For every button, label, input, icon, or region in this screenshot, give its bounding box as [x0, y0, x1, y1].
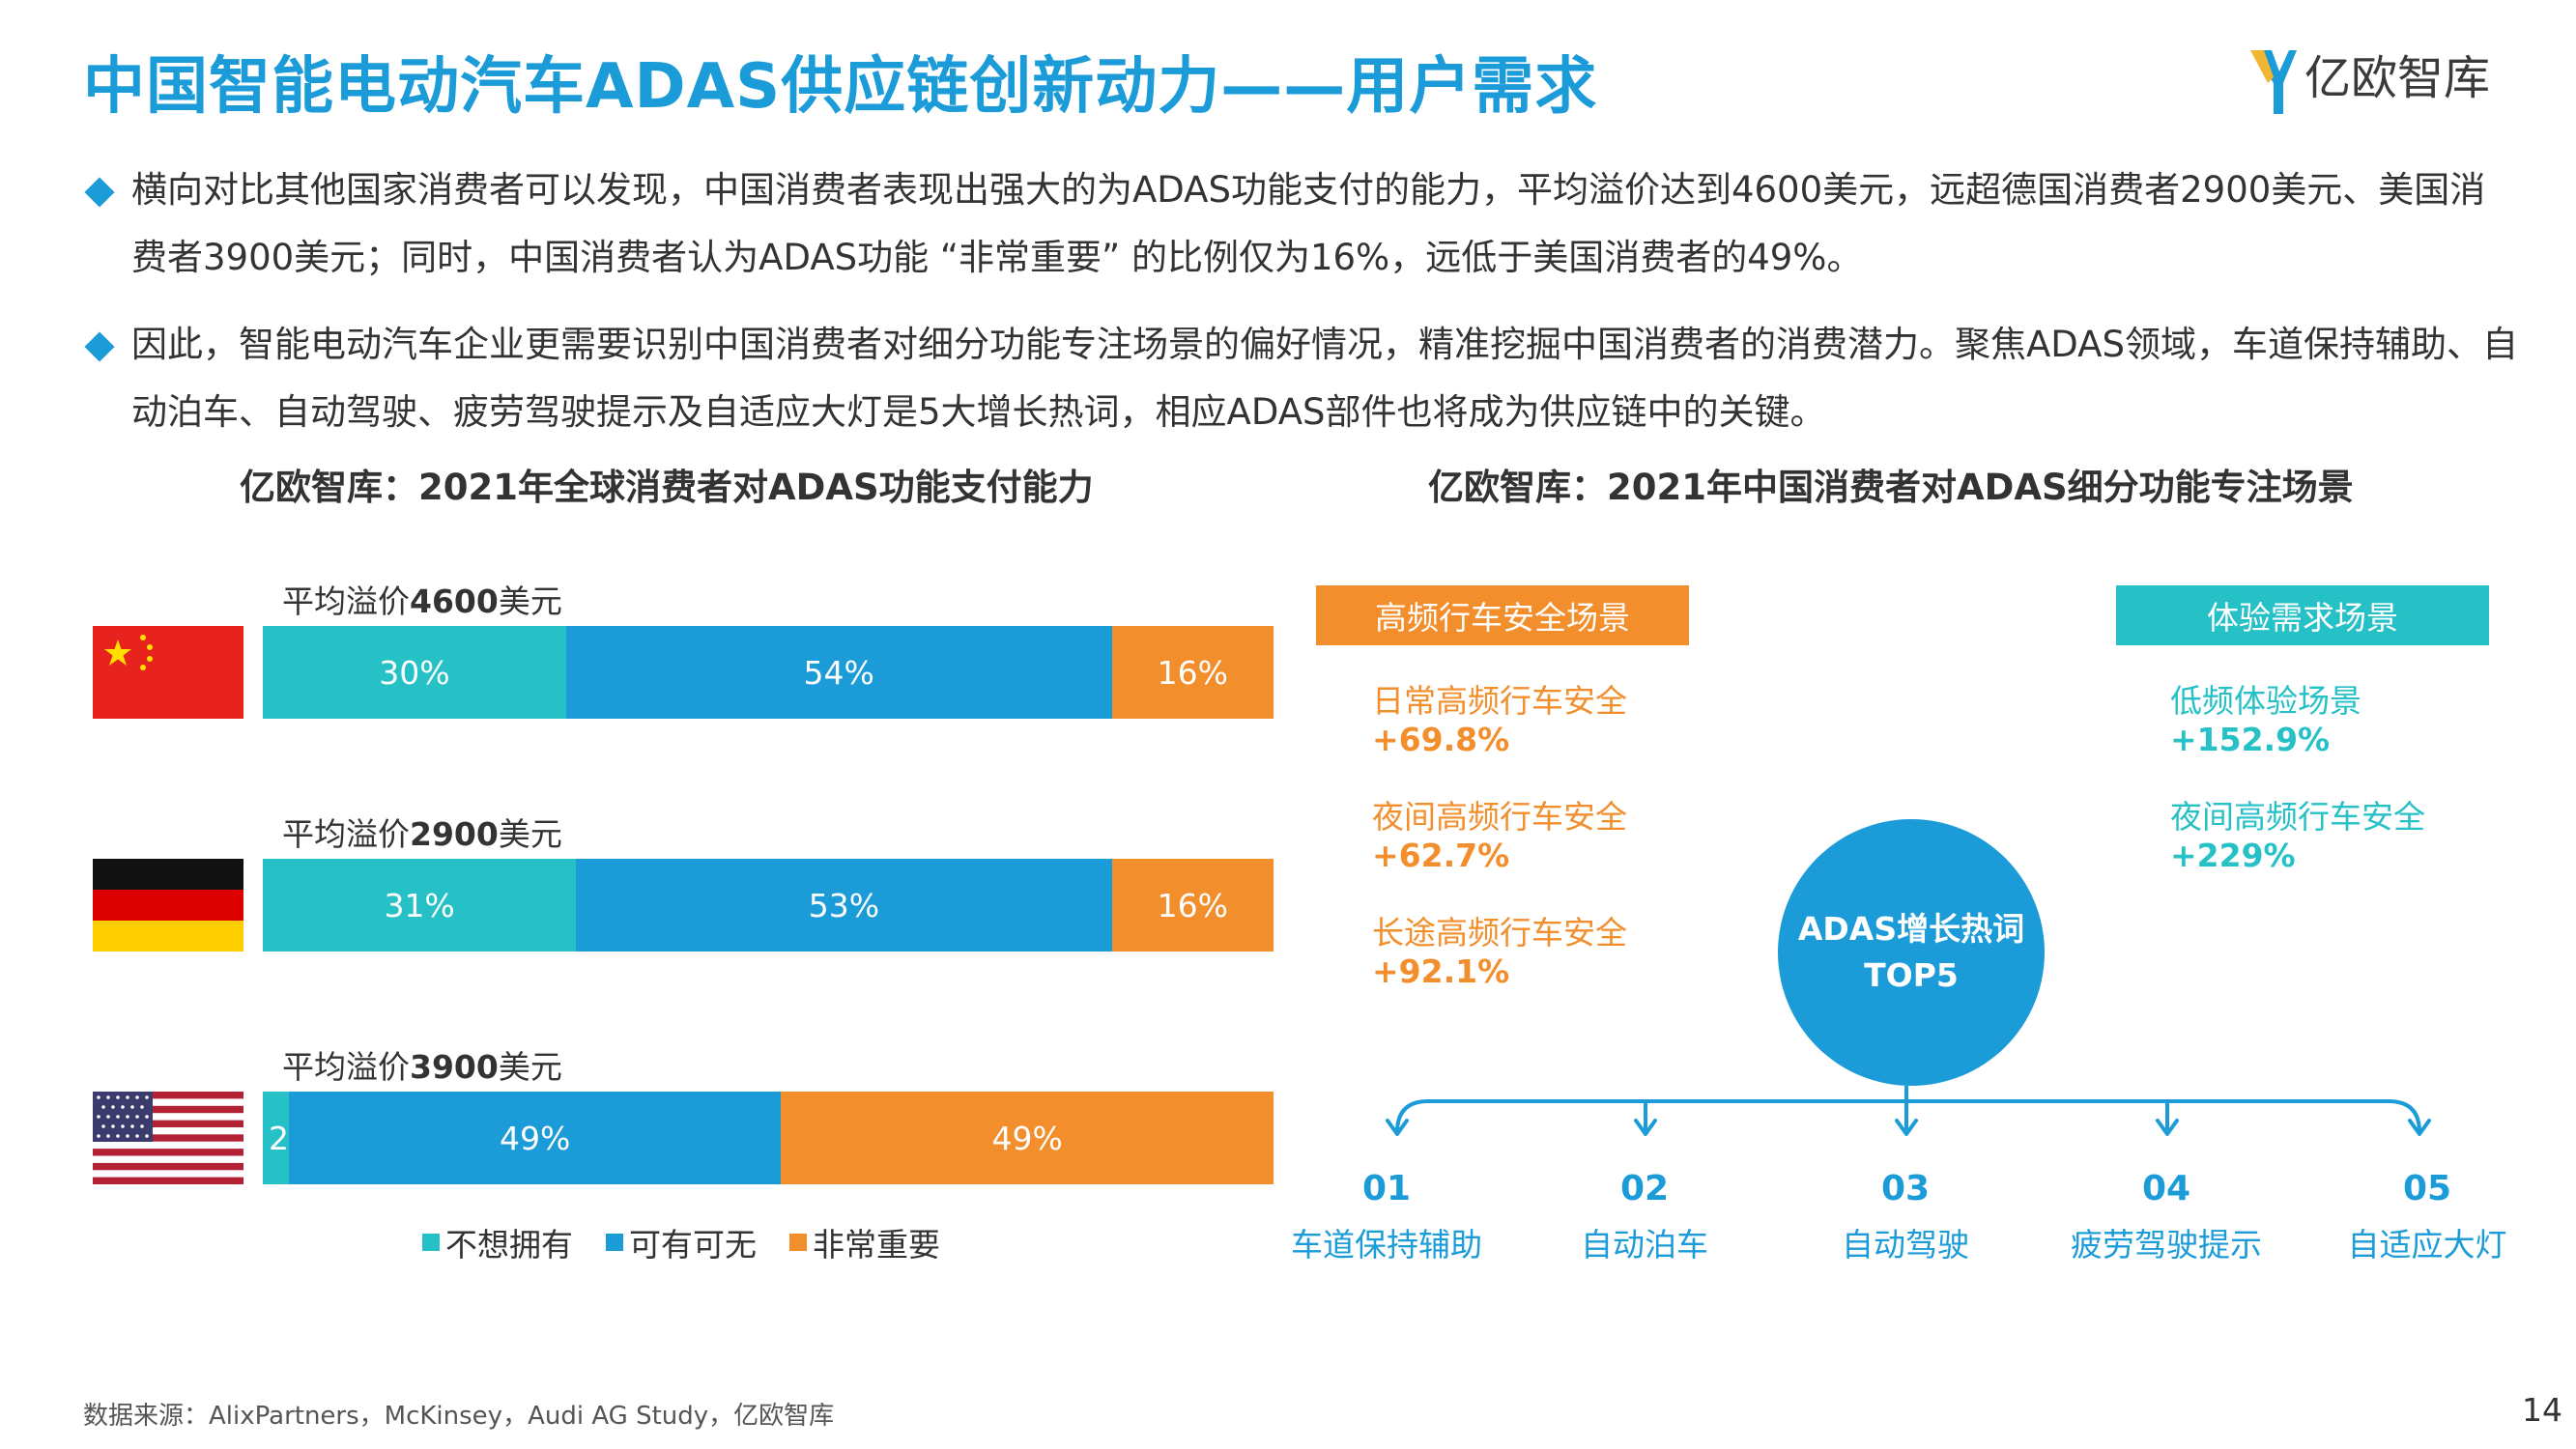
- avg-premium-usa: 平均溢价3900美元: [282, 1048, 562, 1086]
- keyword-item: 夜间高频行车安全 +62.7%: [1372, 798, 1627, 875]
- top5-center-circle: ADAS增长热词 TOP5: [1778, 819, 2045, 1086]
- connector-arrow: [1895, 1119, 1918, 1136]
- diamond-bullet-icon: [84, 177, 115, 208]
- bar-segment-usa-1: 49%: [288, 1092, 782, 1184]
- chart-legend: 不想拥有 可有可无 非常重要: [422, 1219, 940, 1265]
- keyword-item: 长途高频行车安全 +92.1%: [1372, 914, 1627, 991]
- keyword-item: 夜间高频行车安全 +229%: [2170, 798, 2425, 875]
- avg-premium-china: 平均溢价4600美元: [282, 582, 562, 620]
- rank-label: 疲劳驾驶提示: [2071, 1226, 2262, 1264]
- legend-swatch: [789, 1234, 807, 1251]
- legend-swatch: [422, 1234, 440, 1251]
- connector-arrow: [2156, 1119, 2179, 1136]
- connector-arrow: [1386, 1119, 1409, 1136]
- legend-label: 不想拥有: [445, 1226, 573, 1264]
- rank-number: 04: [2141, 1169, 2191, 1208]
- keyword-value: +69.8%: [1372, 721, 1510, 758]
- logo-icon: [2250, 50, 2297, 114]
- legend-label: 可有可无: [629, 1226, 757, 1264]
- rank-number: 03: [1880, 1169, 1931, 1208]
- bar-segment-germany-1: 53%: [576, 859, 1112, 952]
- china-flag-icon: [93, 626, 243, 719]
- diamond-bullet-icon: [84, 331, 115, 362]
- bar-row-germany: 31% 53% 16%: [263, 859, 1274, 952]
- keyword-value: +92.1%: [1372, 952, 1510, 990]
- circle-line-1: ADAS增长热词: [1797, 910, 2025, 948]
- rank-label: 自动泊车: [1581, 1226, 1708, 1264]
- data-source: 数据来源：AlixPartners，McKinsey，Audi AG Study…: [83, 1402, 835, 1431]
- bullet-text: 横向对比其他国家消费者可以发现，中国消费者表现出强大的为ADAS功能支付的能力，…: [131, 169, 2486, 278]
- logo: 亿欧智库: [2247, 39, 2527, 118]
- bar-segment-germany-2: 16%: [1111, 859, 1274, 952]
- bar-segment-usa-0: 2%: [263, 1092, 319, 1184]
- avg-premium-germany: 平均溢价2900美元: [282, 815, 562, 853]
- bar-segment-china-1: 54%: [565, 626, 1112, 719]
- legend-label: 非常重要: [813, 1226, 940, 1264]
- rank-label: 自适应大灯: [2347, 1226, 2507, 1264]
- keyword-item: 低频体验场景 +152.9%: [2170, 682, 2361, 759]
- legend-item: 不想拥有: [422, 1219, 573, 1265]
- keyword-label: 低频体验场景: [2170, 682, 2361, 720]
- top5-connector: [1386, 1086, 2431, 1136]
- page-number: 14: [2522, 1391, 2562, 1429]
- rank-label: 自动驾驶: [1842, 1226, 1969, 1264]
- bar-row-usa: 2%49%49%: [263, 1092, 1274, 1184]
- keyword-value: +62.7%: [1372, 837, 1510, 874]
- rank-number: 01: [1361, 1169, 1412, 1208]
- keyword-value: +229%: [2170, 837, 2296, 874]
- keyword-label: 长途高频行车安全: [1372, 914, 1627, 952]
- logo-brand: 亿欧智库: [2304, 51, 2491, 105]
- connector-arrow: [1634, 1119, 1657, 1136]
- keyword-label: 夜间高频行车安全: [2170, 798, 2425, 836]
- connector-bar: [1395, 1099, 2421, 1134]
- right-chart-title: 亿欧智库：2021年中国消费者对ADAS细分功能专注场景: [1428, 467, 2354, 508]
- bar-row-china: 30% 54% 16%: [263, 626, 1274, 719]
- tag-high-frequency-safety: 高频行车安全场景: [1316, 585, 1689, 645]
- bar-segment-china-0: 30%: [263, 626, 566, 719]
- bar-segment-germany-0: 31%: [263, 859, 577, 952]
- bar-segment-china-2: 16%: [1111, 626, 1274, 719]
- bullet-1: 横向对比其他国家消费者可以发现，中国消费者表现出强大的为ADAS功能支付的能力，…: [83, 156, 2518, 292]
- legend-swatch: [606, 1234, 623, 1251]
- bullet-2: 因此，智能电动汽车企业更需要识别中国消费者对细分功能专注场景的偏好情况，精准挖掘…: [83, 311, 2518, 446]
- bar-segment-usa-2: 49%: [781, 1092, 1274, 1184]
- tag-experience-demand: 体验需求场景: [2116, 585, 2489, 645]
- keyword-label: 日常高频行车安全: [1372, 682, 1627, 720]
- connector-arrow: [2408, 1119, 2431, 1136]
- rank-number: 02: [1619, 1169, 1670, 1208]
- keyword-value: +152.9%: [2170, 721, 2331, 758]
- germany-flag-icon: [93, 859, 243, 952]
- circle-line-2: TOP5: [1864, 956, 1959, 994]
- keyword-label: 夜间高频行车安全: [1372, 798, 1627, 836]
- page-title: 中国智能电动汽车ADAS供应链创新动力——用户需求: [83, 51, 1598, 123]
- legend-item: 非常重要: [789, 1219, 940, 1265]
- rank-label: 车道保持辅助: [1291, 1226, 1482, 1264]
- rank-number: 05: [2402, 1169, 2452, 1208]
- bullet-text: 因此，智能电动汽车企业更需要识别中国消费者对细分功能专注场景的偏好情况，精准挖掘…: [131, 324, 2518, 433]
- keyword-item: 日常高频行车安全 +69.8%: [1372, 682, 1627, 759]
- usa-flag-icon: [93, 1092, 243, 1184]
- left-chart-title: 亿欧智库：2021年全球消费者对ADAS功能支付能力: [240, 467, 1094, 508]
- legend-item: 可有可无: [606, 1219, 757, 1265]
